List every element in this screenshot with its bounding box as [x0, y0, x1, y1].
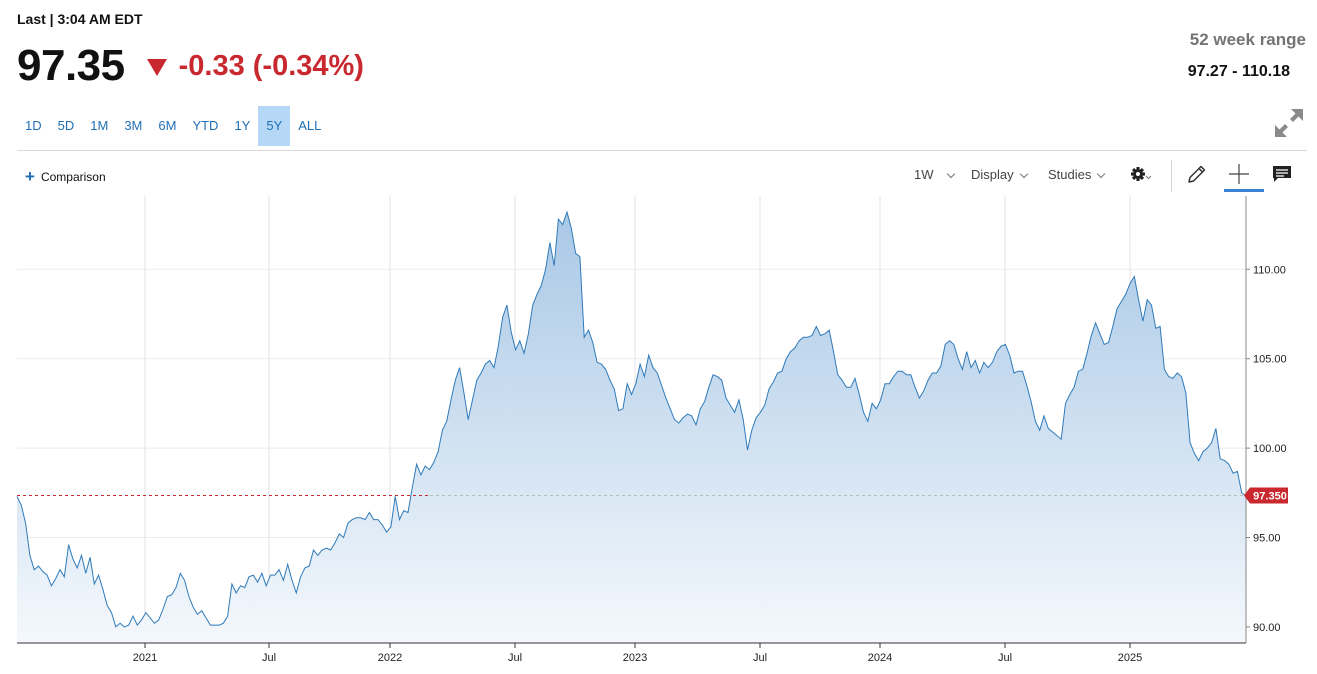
- period-ytd[interactable]: YTD: [192, 118, 219, 133]
- plus-icon: +: [25, 167, 35, 186]
- last-price-badge: 97.350: [1244, 487, 1288, 504]
- y-tick-label: 95.00: [1253, 533, 1281, 545]
- x-tick-label: 2025: [1118, 652, 1142, 664]
- x-tick-label: Jul: [753, 652, 767, 664]
- period-1m[interactable]: 1M: [90, 118, 109, 133]
- interval-dropdown[interactable]: 1W: [914, 167, 955, 182]
- last-price: 97.35: [17, 41, 125, 90]
- last-price-badge-label: 97.350: [1253, 490, 1287, 502]
- price-area: [17, 212, 1246, 643]
- expand-icon[interactable]: [1271, 105, 1307, 141]
- crosshair-icon[interactable]: [1227, 162, 1251, 186]
- period-5y[interactable]: 5Y: [258, 106, 291, 146]
- last-update-label: Last | 3:04 AM EDT: [17, 11, 143, 27]
- period-selector: 1D 5D 1M 3M 6M YTD 1Y 5Y ALL: [17, 106, 329, 146]
- y-tick-label: 100.00: [1253, 443, 1287, 455]
- settings-icon[interactable]: [1128, 162, 1152, 186]
- x-tick-label: Jul: [262, 652, 276, 664]
- period-6m[interactable]: 6M: [158, 118, 177, 133]
- down-arrow-icon: [146, 58, 167, 76]
- period-1d[interactable]: 1D: [25, 118, 42, 133]
- comparison-label: Comparison: [40, 170, 106, 184]
- range-label: 52 week range: [1189, 30, 1306, 49]
- comparison-button[interactable]: + Comparison: [25, 167, 106, 186]
- x-tick-label: Jul: [998, 652, 1012, 664]
- x-tick-label: Jul: [508, 652, 522, 664]
- comment-icon[interactable]: [1270, 162, 1294, 186]
- display-label: Display: [971, 167, 1014, 182]
- x-tick-label: 2024: [868, 652, 892, 664]
- interval-label: 1W: [914, 167, 934, 182]
- period-all[interactable]: ALL: [298, 118, 322, 133]
- y-tick-labels: 90.00 95.00 100.00 105.00 110.00: [1246, 264, 1287, 634]
- range-value: 97.27 - 110.18: [1187, 63, 1290, 80]
- display-dropdown[interactable]: Display: [971, 167, 1028, 182]
- y-tick-label: 105.00: [1253, 354, 1287, 366]
- price-change: -0.33 (-0.34%): [146, 49, 364, 83]
- x-tick-label: 2023: [623, 652, 647, 664]
- period-1y[interactable]: 1Y: [234, 118, 251, 133]
- studies-label: Studies: [1048, 167, 1092, 182]
- header-divider: [17, 150, 1307, 151]
- price-line: [16, 210, 1247, 628]
- last-price-badge-shape: [1244, 487, 1288, 504]
- x-tick-label: 2022: [378, 652, 402, 664]
- toolbar-separator: [1171, 160, 1172, 192]
- price-change-value: -0.33 (-0.34%): [178, 49, 364, 82]
- x-tick-labels: 2021 Jul 2022 Jul 2023 Jul 2024 Jul 2025: [133, 643, 1142, 664]
- y-tick-label: 90.00: [1253, 622, 1281, 634]
- active-tool-indicator: [1224, 189, 1264, 192]
- studies-dropdown[interactable]: Studies: [1048, 167, 1106, 182]
- price-summary: 97.35 -0.33 (-0.34%): [17, 40, 364, 92]
- y-tick-label: 110.00: [1253, 264, 1286, 276]
- x-tick-label: 2021: [133, 652, 157, 664]
- period-5d[interactable]: 5D: [57, 118, 75, 133]
- period-3m[interactable]: 3M: [124, 118, 143, 133]
- pencil-icon[interactable]: [1185, 162, 1209, 186]
